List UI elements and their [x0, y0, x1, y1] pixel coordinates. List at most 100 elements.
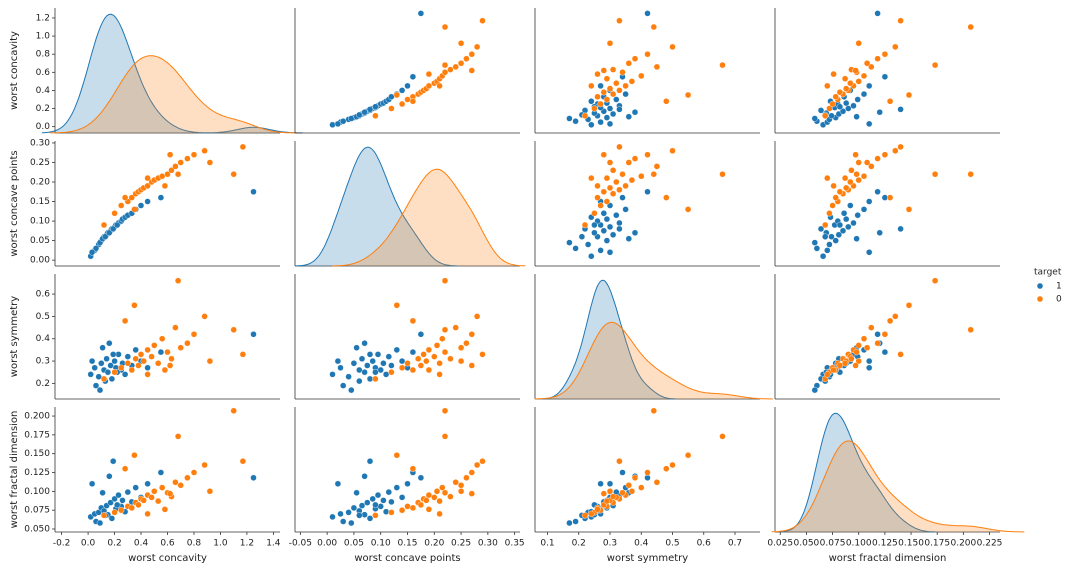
scatter-point [931, 170, 939, 178]
scatter-point [131, 206, 138, 213]
scatter-point [230, 170, 237, 178]
scatter-point [822, 233, 829, 240]
scatter-point [144, 346, 151, 354]
scatter-point [841, 360, 849, 367]
scatter-point [102, 233, 109, 240]
scatter-point [166, 490, 174, 497]
scatter-point [109, 351, 117, 358]
scatter-point [886, 317, 894, 325]
y-axis-label: worst concavity [9, 31, 20, 110]
scatter-point [619, 170, 626, 178]
scatter-point [441, 23, 449, 31]
scatter-point [111, 210, 118, 217]
scatter-point [631, 55, 639, 62]
scatter-point [609, 493, 617, 500]
scatter-point [684, 91, 692, 99]
scatter-point [603, 75, 611, 82]
scatter-point [372, 103, 379, 110]
scatter-point [366, 458, 374, 465]
scatter-point [653, 163, 661, 170]
x-tick-label: 0.20 [424, 539, 444, 549]
scatter-point [826, 210, 833, 217]
scatter-point [340, 382, 347, 389]
scatter-point [106, 229, 113, 237]
kde-line [541, 279, 676, 400]
scatter-point [836, 103, 844, 110]
y-tick-label: 0.10 [30, 217, 50, 227]
scatter-point [144, 182, 151, 190]
scatter-point [845, 223, 852, 231]
scatter-point [124, 360, 132, 367]
scatter-point [457, 357, 465, 365]
scatter-point [853, 170, 860, 178]
scatter-point [441, 348, 449, 356]
scatter-point [348, 115, 355, 122]
x-tick-label: 0.2 [572, 539, 586, 549]
kde-line [332, 168, 526, 267]
scatter-point [100, 221, 108, 229]
scatter-point [905, 206, 913, 213]
x-tick-label: 0.0 [81, 539, 96, 549]
scatter-point [644, 51, 651, 58]
kde-line [771, 440, 1025, 533]
scatter-point [168, 167, 175, 174]
scatter-point [855, 342, 862, 349]
scatter-point [135, 362, 142, 369]
scatter-point [616, 219, 623, 227]
scatter-point [106, 473, 113, 480]
scatter-point [663, 465, 670, 472]
scatter-point [855, 357, 862, 365]
scatter-point [588, 253, 595, 260]
scatter-point [100, 375, 108, 383]
scatter-point [860, 172, 868, 180]
scatter-point [650, 170, 657, 178]
scatter-point [119, 497, 126, 504]
scatter-point [616, 225, 623, 233]
scatter-point [361, 473, 368, 480]
scatter-point [597, 480, 604, 487]
scatter-point [436, 371, 443, 378]
scatter-point [108, 375, 116, 383]
scatter-point [164, 170, 171, 178]
x-axis-label: worst concave points [354, 553, 460, 564]
scatter-point [828, 112, 835, 120]
scatter-point [854, 96, 861, 103]
kde-line [50, 55, 297, 134]
scatter-point [616, 186, 623, 194]
y-tick-label: 0.30 [30, 138, 50, 148]
scatter-point [111, 357, 118, 365]
scatter-point [99, 489, 106, 496]
scatter-point [433, 342, 441, 349]
scatter-point [137, 351, 145, 358]
scatter-point [473, 461, 481, 469]
scatter-point [144, 371, 151, 378]
scatter-point [830, 366, 837, 374]
scatter-point [441, 433, 449, 440]
scatter-point [111, 495, 118, 503]
scatter-point [420, 351, 427, 358]
scatter-point [843, 184, 850, 192]
scatter-point [874, 55, 881, 62]
scatter-point [154, 360, 162, 367]
scatter-point [88, 249, 96, 256]
scatter-point [382, 371, 390, 378]
scatter-point [566, 239, 573, 246]
scatter-point [463, 474, 470, 481]
scatter-point [111, 509, 118, 516]
x-tick-label: 0.225 [977, 539, 1003, 549]
scatter-point [113, 501, 121, 509]
scatter-point [161, 506, 169, 513]
scatter-point [128, 194, 136, 201]
scatter-point [398, 364, 406, 371]
x-tick-label: 0.075 [820, 539, 846, 549]
scatter-point [353, 489, 360, 496]
scatter-point [897, 143, 904, 151]
scatter-point [157, 194, 165, 201]
kde-area [41, 14, 303, 133]
y-tick-label: 0.0 [36, 122, 51, 132]
scatter-point [92, 382, 100, 389]
scatter-point [250, 188, 257, 196]
scatter-point [868, 324, 875, 331]
scatter-point [409, 348, 417, 356]
scatter-point [447, 66, 454, 73]
